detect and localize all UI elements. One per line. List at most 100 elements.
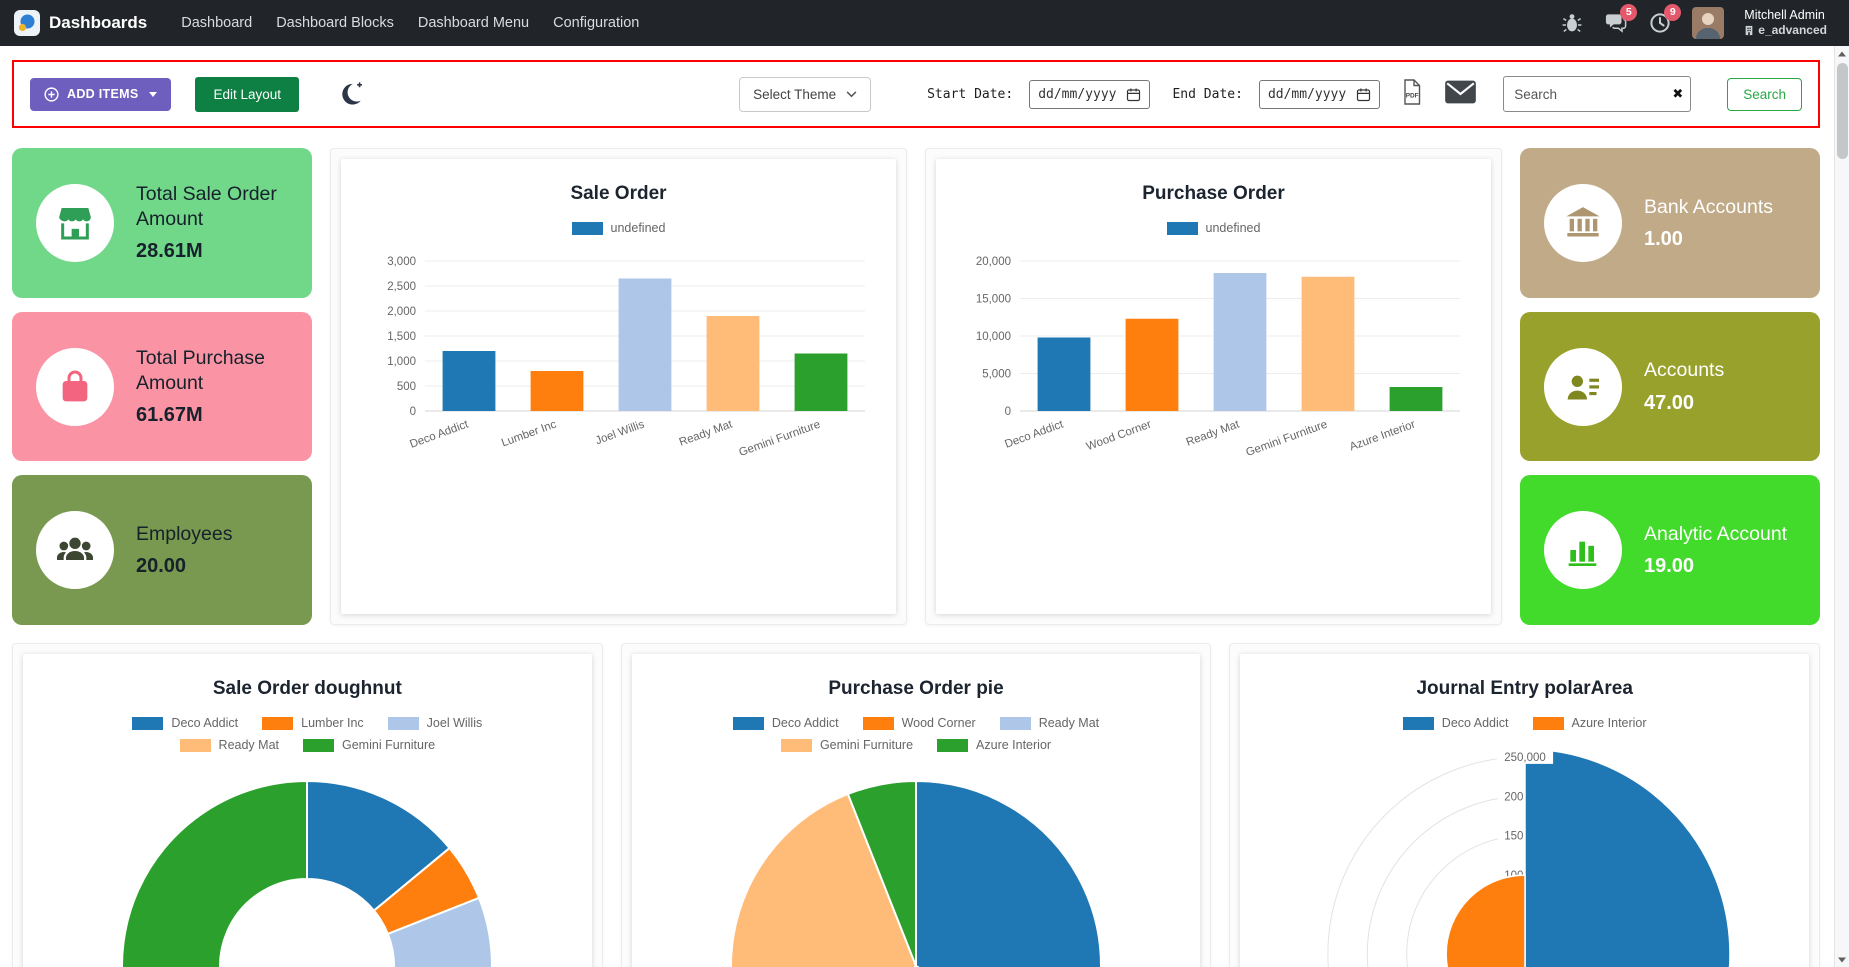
search-button[interactable]: Search bbox=[1727, 77, 1802, 111]
legend-label: Ready Mat bbox=[1038, 716, 1100, 730]
end-date-input[interactable]: dd/mm/yyyy bbox=[1258, 79, 1381, 109]
svg-text:2,000: 2,000 bbox=[387, 306, 416, 318]
vertical-scrollbar[interactable] bbox=[1834, 46, 1849, 967]
legend-item[interactable]: Azure Interior bbox=[1532, 716, 1647, 730]
activities-icon[interactable]: 9 bbox=[1648, 4, 1682, 35]
chart-legend: Deco Addict Lumber Inc Joel Willis Ready Ma… bbox=[92, 716, 522, 760]
plus-circle-icon bbox=[44, 86, 59, 102]
nav-link-dashboard-menu[interactable]: Dashboard Menu bbox=[417, 15, 530, 31]
svg-text:Deco Addict: Deco Addict bbox=[1003, 418, 1066, 451]
kpi-title: Employees bbox=[136, 522, 233, 545]
app-title: Dashboards bbox=[49, 13, 148, 32]
bug-icon[interactable] bbox=[1560, 11, 1584, 35]
svg-text:Gemini Furniture: Gemini Furniture bbox=[737, 419, 822, 460]
svg-text:0: 0 bbox=[1004, 406, 1010, 418]
legend-item[interactable]: Ready Mat bbox=[179, 738, 279, 752]
svg-text:3,000: 3,000 bbox=[387, 256, 416, 268]
legend-item[interactable]: Lumber Inc bbox=[262, 716, 364, 730]
legend-label: Deco Addict bbox=[171, 716, 239, 730]
end-date-label: End Date: bbox=[1172, 86, 1243, 102]
legend-item[interactable]: Gemini Furniture bbox=[303, 738, 435, 752]
legend-item[interactable]: Ready Mat bbox=[999, 716, 1100, 730]
chart-title: Purchase Order bbox=[1142, 183, 1285, 204]
clear-search-icon[interactable]: ✖ bbox=[1672, 86, 1684, 101]
dashboard-toolbar: ADD ITEMS Edit Layout Select Theme Start… bbox=[12, 60, 1820, 128]
employees-icon bbox=[36, 511, 114, 590]
purchase-order-pie-card: Purchase Order pie Deco Addict Wood Corne… bbox=[620, 643, 1212, 967]
legend-swatch bbox=[780, 738, 812, 752]
legend-label: undefined bbox=[610, 221, 666, 235]
legend-item[interactable]: undefined bbox=[1166, 221, 1260, 235]
nav-link-dashboard[interactable]: Dashboard bbox=[181, 15, 253, 31]
dark-mode-toggle-icon[interactable] bbox=[337, 80, 365, 108]
kpi-tile-total-sale-order-amount[interactable]: Total Sale Order Amount 28.61M bbox=[12, 148, 312, 298]
building-icon bbox=[1745, 26, 1753, 36]
sale-order-doughnut-card: Sale Order doughnut Deco Addict Lumber In… bbox=[12, 643, 603, 967]
legend-swatch bbox=[1532, 716, 1564, 730]
kpi-title: Bank Accounts bbox=[1644, 195, 1773, 218]
svg-text:10,000: 10,000 bbox=[975, 331, 1010, 343]
legend-item[interactable]: Deco Addict bbox=[1402, 716, 1509, 730]
user-company: e_advanced bbox=[1744, 23, 1827, 38]
kpi-value: 47.00 bbox=[1644, 391, 1695, 414]
kpi-value: 1.00 bbox=[1644, 228, 1683, 251]
legend-item[interactable]: Deco Addict bbox=[132, 716, 238, 730]
messages-badge: 5 bbox=[1620, 4, 1638, 21]
dashboard-row-2: Sale Order doughnut Deco Addict Lumber In… bbox=[12, 643, 1821, 967]
nav-link-configuration[interactable]: Configuration bbox=[553, 15, 640, 31]
user-name: Mitchell Admin bbox=[1744, 7, 1825, 22]
svg-text:0: 0 bbox=[409, 406, 415, 418]
legend-item[interactable]: Azure Interior bbox=[937, 738, 1051, 752]
storefront-icon bbox=[36, 183, 114, 262]
bank-icon bbox=[1544, 183, 1622, 262]
scrollbar-thumb[interactable] bbox=[1837, 63, 1848, 159]
nav-link-dashboard-blocks[interactable]: Dashboard Blocks bbox=[276, 15, 394, 31]
edit-layout-button[interactable]: Edit Layout bbox=[195, 76, 299, 112]
app-menu-button[interactable]: Dashboards bbox=[14, 10, 147, 36]
svg-text:15,000: 15,000 bbox=[975, 294, 1010, 306]
chart-legend: undefined bbox=[999, 221, 1429, 243]
kpi-tile-analytic-account[interactable]: Analytic Account 19.00 bbox=[1520, 475, 1820, 626]
legend-item[interactable]: Gemini Furniture bbox=[780, 738, 913, 752]
activities-badge: 9 bbox=[1664, 4, 1682, 21]
chevron-down-icon bbox=[149, 91, 158, 97]
kpi-title: Accounts bbox=[1644, 359, 1725, 382]
legend-swatch bbox=[862, 716, 894, 730]
legend-swatch bbox=[1402, 716, 1434, 730]
legend-label: Lumber Inc bbox=[301, 716, 364, 730]
kpi-tile-accounts[interactable]: Accounts 47.00 bbox=[1520, 311, 1820, 462]
kpi-value: 20.00 bbox=[136, 555, 187, 578]
legend-item[interactable]: Joel Willis bbox=[387, 716, 483, 730]
svg-text:5,000: 5,000 bbox=[982, 369, 1011, 381]
search-input[interactable] bbox=[1503, 76, 1692, 112]
chart-title: Sale Order bbox=[570, 183, 667, 204]
start-date-input[interactable]: dd/mm/yyyy bbox=[1029, 79, 1151, 109]
legend-label: Joel Willis bbox=[426, 716, 483, 730]
legend-item[interactable]: undefined bbox=[571, 221, 666, 235]
legend-swatch bbox=[303, 738, 334, 752]
scroll-down-arrow[interactable] bbox=[1835, 952, 1849, 967]
legend-item[interactable]: Deco Addict bbox=[732, 716, 839, 730]
select-theme-dropdown[interactable]: Select Theme bbox=[739, 76, 872, 112]
kpi-tile-bank-accounts[interactable]: Bank Accounts 1.00 bbox=[1520, 148, 1820, 298]
purchase-order-pie-chart bbox=[730, 779, 1102, 967]
legend-item[interactable]: Wood Corner bbox=[862, 716, 976, 730]
chart-legend: undefined bbox=[404, 221, 834, 243]
svg-text:1,000: 1,000 bbox=[387, 356, 416, 368]
kpi-value: 19.00 bbox=[1644, 555, 1695, 578]
kpi-tile-employees[interactable]: Employees 20.00 bbox=[12, 475, 312, 626]
scroll-up-arrow[interactable] bbox=[1835, 46, 1849, 61]
avatar[interactable] bbox=[1692, 7, 1725, 39]
messages-icon[interactable]: 5 bbox=[1604, 4, 1638, 35]
sale-order-doughnut-chart bbox=[121, 779, 494, 967]
send-mail-icon[interactable] bbox=[1444, 80, 1477, 109]
purchase-order-chart-card: Purchase Order undefined 0 5,000 10,000 15,… bbox=[925, 148, 1502, 625]
add-items-button[interactable]: ADD ITEMS bbox=[30, 77, 172, 111]
user-menu[interactable]: Mitchell Admin e_advanced bbox=[1744, 8, 1827, 39]
kpi-value: 61.67M bbox=[136, 403, 203, 426]
export-pdf-icon[interactable]: PDF bbox=[1400, 78, 1424, 111]
kpi-tile-total-purchase-amount[interactable]: Total Purchase Amount 61.67M bbox=[12, 311, 312, 462]
sale-order-chart-card: Sale Order undefined 0 500 1,000 1,500 2,000… bbox=[330, 148, 907, 625]
bar-chart-icon bbox=[1544, 511, 1622, 590]
legend-swatch bbox=[179, 738, 211, 752]
